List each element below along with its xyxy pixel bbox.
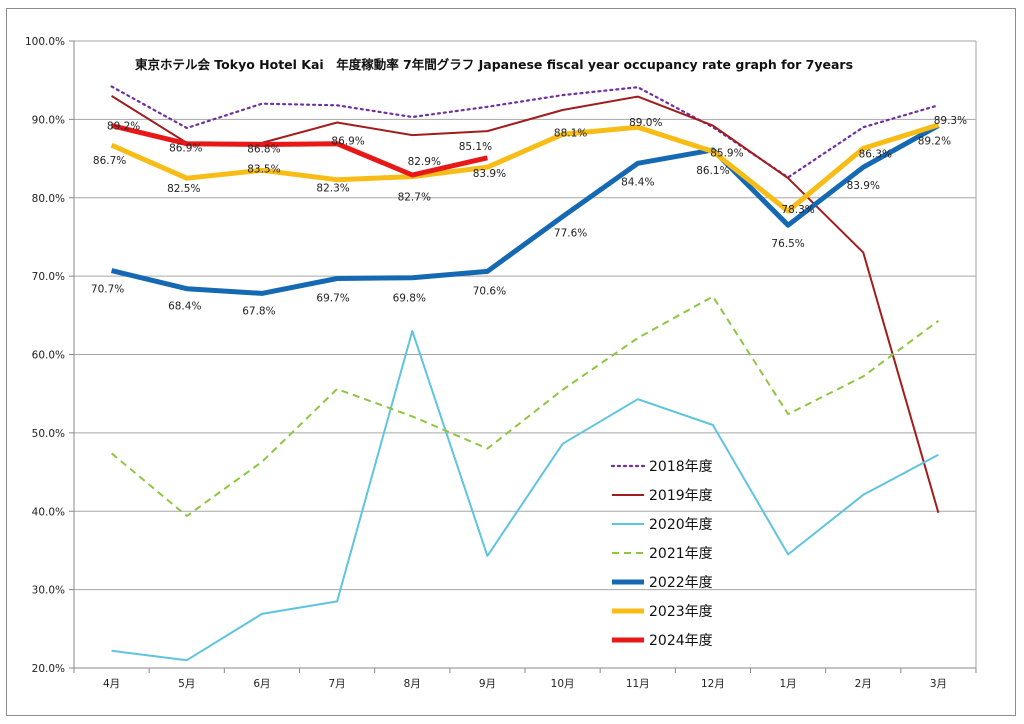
gridlines [74, 40, 977, 669]
data-label: 84.4% [621, 176, 654, 188]
chart-title: 東京ホテル会 Tokyo Hotel Kai 年度稼動率 7年間グラフ Japa… [135, 57, 853, 72]
y-tick-label: 80.0% [32, 193, 65, 205]
x-tick-label: 11月 [626, 678, 650, 690]
y-tick-label: 70.0% [32, 271, 65, 283]
data-label: 89.2% [107, 121, 140, 133]
x-tick-label: 5月 [178, 678, 195, 690]
x-tick-label: 2月 [855, 678, 872, 690]
data-label: 86.9% [169, 143, 202, 155]
series-line-2022 [111, 123, 940, 296]
legend-label: 2022年度 [649, 575, 713, 591]
y-tick-label: 20.0% [32, 663, 65, 675]
x-tick-label: 7月 [328, 678, 345, 690]
data-label: 82.5% [167, 183, 200, 195]
x-tick-label: 6月 [253, 678, 270, 690]
data-label: 85.1% [459, 141, 492, 153]
data-label: 70.6% [473, 285, 506, 297]
data-label: 83.5% [247, 163, 280, 175]
y-tick-label: 100.0% [25, 36, 65, 48]
data-labels: 70.7% 68.4% 67.8% 69.7% 69.8% 70.6% 77.6% 84.4%… [91, 115, 967, 318]
data-label: 69.8% [393, 293, 426, 305]
data-label: 89.2% [918, 136, 951, 148]
data-label: 77.6% [554, 228, 587, 240]
legend-label: 2021年度 [649, 546, 713, 562]
y-tick-label: 30.0% [32, 585, 65, 597]
data-label: 85.9% [710, 148, 743, 160]
x-tick-label: 3月 [930, 678, 947, 690]
series-line-2023 [110, 122, 940, 214]
data-label: 69.7% [316, 292, 349, 304]
x-tick-label: 8月 [404, 678, 421, 690]
legend-label: 2020年度 [649, 517, 713, 533]
legend-label: 2023年度 [649, 604, 713, 620]
data-label: 86.9% [331, 136, 364, 148]
data-label: 67.8% [242, 305, 275, 317]
legend-label: 2019年度 [649, 488, 713, 504]
data-label: 83.9% [847, 180, 880, 192]
data-label: 76.5% [771, 238, 804, 250]
x-tick-label: 10月 [551, 678, 575, 690]
data-label: 86.3% [859, 148, 892, 160]
y-axis: 20.0% 30.0% 40.0% 50.0% 60.0% 70.0% 80.0% 90.0%… [25, 36, 75, 675]
data-label: 82.9% [408, 156, 441, 168]
series-lines [110, 85, 940, 662]
data-label: 86.7% [93, 155, 126, 167]
chart-frame [6, 8, 1016, 716]
data-label: 89.0% [629, 117, 662, 129]
x-tick-label: 12月 [701, 678, 725, 690]
x-axis: 4月 5月 6月 7月 8月 9月 10月 11月 12月 1月 2月 3月 [73, 667, 977, 690]
legend-label: 2018年度 [649, 459, 713, 475]
data-label: 86.1% [696, 165, 729, 177]
series-line-2024 [111, 123, 488, 178]
x-tick-label: 1月 [779, 678, 796, 690]
data-label: 82.7% [398, 192, 431, 204]
series-line-2018 [110, 85, 940, 179]
y-tick-label: 50.0% [32, 428, 65, 440]
data-label: 89.3% [934, 115, 967, 127]
data-label: 82.3% [316, 183, 349, 195]
series-line-2021 [110, 295, 939, 517]
data-label: 83.9% [473, 168, 506, 180]
data-label: 68.4% [168, 301, 201, 313]
data-label: 86.8% [247, 143, 280, 155]
series-line-2019 [111, 95, 940, 514]
legend-label: 2024年度 [649, 633, 713, 649]
data-label: 78.3% [781, 204, 814, 216]
legend: 2018年度 2019年度 2020年度 2021年度 2022年度 2023年度 2024… [610, 459, 713, 649]
y-tick-label: 60.0% [32, 350, 65, 362]
x-tick-label: 9月 [479, 678, 496, 690]
data-label: 70.7% [91, 284, 124, 296]
data-label: 88.1% [554, 127, 587, 139]
y-tick-label: 90.0% [32, 114, 65, 126]
x-tick-label: 4月 [103, 678, 120, 690]
series-line-2020 [111, 330, 939, 662]
y-tick-label: 40.0% [32, 506, 65, 518]
